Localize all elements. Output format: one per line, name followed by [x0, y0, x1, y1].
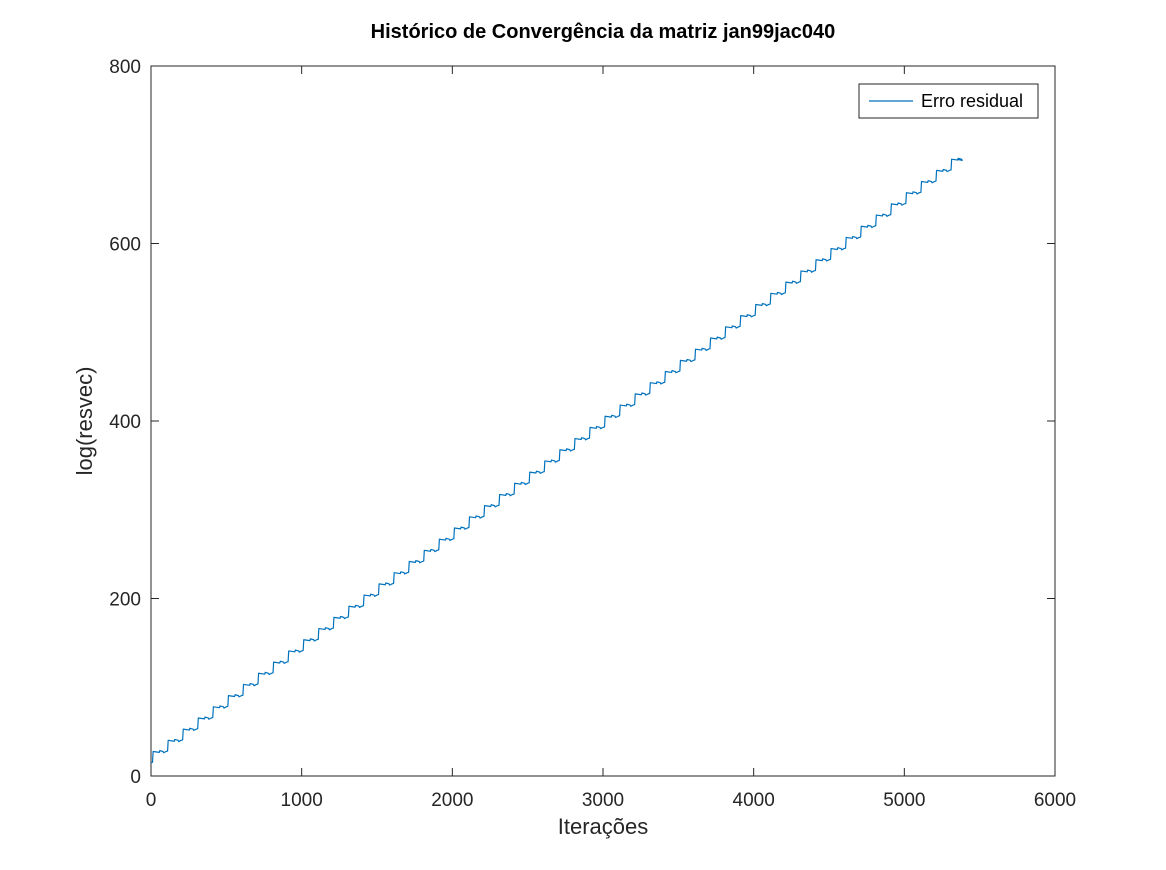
x-tick-label: 3000	[582, 790, 624, 811]
x-tick-label: 2000	[431, 790, 473, 811]
x-tick-label: 6000	[1034, 790, 1076, 811]
x-tick-label: 4000	[733, 790, 775, 811]
x-tick-label: 0	[146, 790, 157, 811]
y-tick-label: 200	[109, 590, 141, 611]
y-tick-label: 0	[130, 767, 141, 788]
axes-box	[150, 65, 1056, 777]
x-tick-label: 5000	[883, 790, 925, 811]
y-tick-label: 600	[109, 235, 141, 256]
legend[interactable]: Erro residual	[858, 83, 1039, 119]
series-line-0	[150, 157, 963, 764]
x-tick-label: 1000	[281, 790, 323, 811]
ticks-layer: 0 1000 2000 3000 4000 5000 6000 0 200 400 600 800	[109, 57, 1076, 811]
legend-entry-erro-residual: Erro residual	[921, 91, 1023, 111]
series-layer	[150, 157, 963, 764]
y-tick-label: 400	[109, 412, 141, 433]
chart-title: Histórico de Convergência da matriz jan9…	[371, 21, 836, 43]
x-axis-label: Iterações	[558, 814, 649, 839]
y-tick-label: 800	[109, 57, 141, 78]
y-axis-label: log(resvec)	[72, 367, 97, 476]
